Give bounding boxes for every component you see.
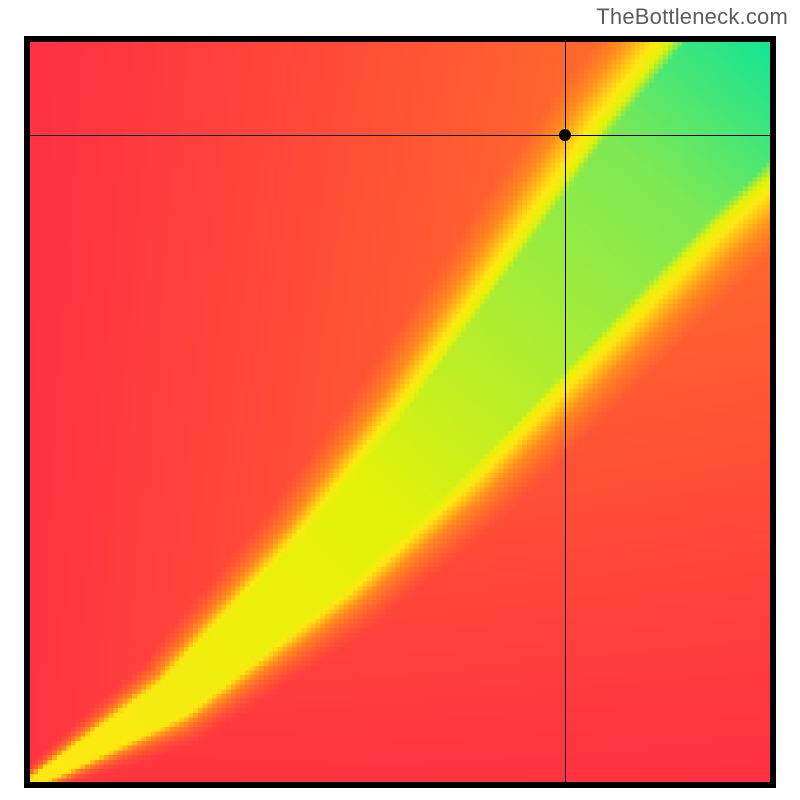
attribution-text: TheBottleneck.com bbox=[596, 4, 788, 30]
heatmap-canvas bbox=[24, 36, 776, 788]
bottleneck-heatmap bbox=[24, 36, 776, 788]
chart-wrapper: TheBottleneck.com bbox=[0, 0, 800, 800]
